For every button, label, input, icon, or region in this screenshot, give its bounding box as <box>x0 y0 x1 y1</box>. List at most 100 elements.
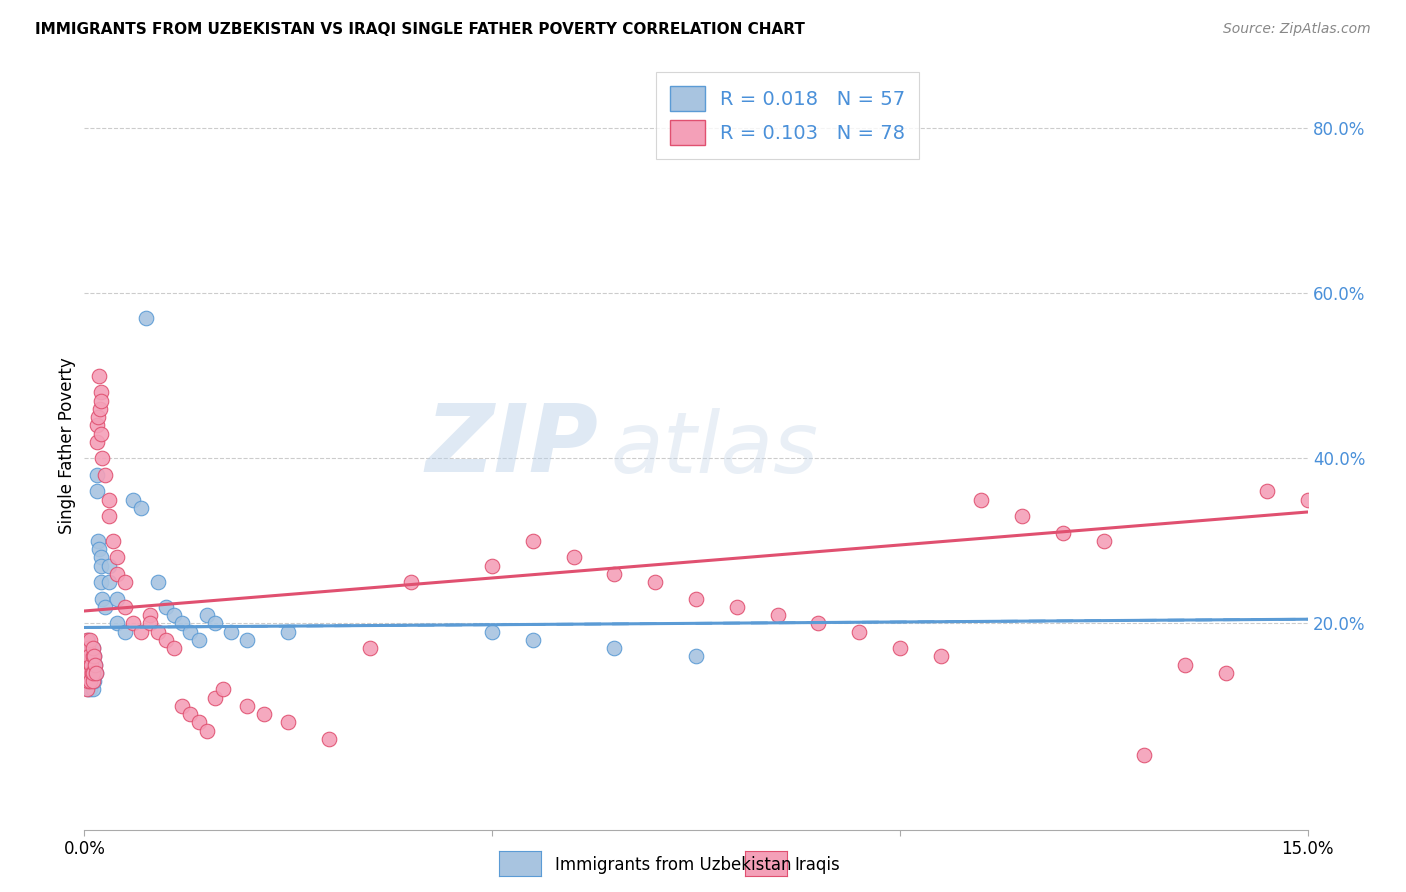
Point <box>83 649 105 664</box>
Text: Iraqis: Iraqis <box>794 856 841 874</box>
Point <box>84 665 107 680</box>
Point <box>277 715 299 730</box>
Point <box>685 591 707 606</box>
Point <box>1011 509 1033 524</box>
Point <box>80 665 103 680</box>
Point <box>889 641 911 656</box>
Point <box>122 492 145 507</box>
Point <box>1296 492 1319 507</box>
Point <box>481 558 503 573</box>
Point <box>76 632 98 647</box>
Point <box>97 509 120 524</box>
Point <box>80 674 103 689</box>
Text: IMMIGRANTS FROM UZBEKISTAN VS IRAQI SINGLE FATHER POVERTY CORRELATION CHART: IMMIGRANTS FROM UZBEKISTAN VS IRAQI SING… <box>35 22 806 37</box>
Point <box>105 616 128 631</box>
Point <box>155 632 177 647</box>
Point <box>79 682 101 697</box>
Point <box>114 575 136 590</box>
Point <box>163 608 186 623</box>
Point <box>90 385 112 400</box>
Y-axis label: Single Father Poverty: Single Father Poverty <box>58 358 76 534</box>
Point <box>75 665 97 680</box>
Point <box>76 674 98 689</box>
Point <box>79 674 101 689</box>
Point <box>138 616 160 631</box>
Point <box>204 690 226 705</box>
Point <box>146 624 169 639</box>
Point <box>97 558 120 573</box>
Point <box>90 393 112 408</box>
Point <box>76 649 98 664</box>
Point <box>236 632 259 647</box>
Point <box>131 624 153 639</box>
Point <box>522 632 544 647</box>
Point <box>97 492 120 507</box>
Point <box>318 731 340 746</box>
Point <box>75 665 97 680</box>
Point <box>77 657 100 672</box>
Point <box>89 401 111 416</box>
Point <box>1337 500 1360 515</box>
Point <box>87 542 110 557</box>
Point <box>77 649 100 664</box>
Point <box>603 566 626 581</box>
Text: ZIP: ZIP <box>425 400 598 492</box>
Point <box>86 467 108 482</box>
Point <box>77 657 100 672</box>
Point <box>82 665 104 680</box>
Point <box>114 624 136 639</box>
Point <box>77 649 100 664</box>
Point <box>82 682 104 697</box>
Text: Source: ZipAtlas.com: Source: ZipAtlas.com <box>1223 22 1371 37</box>
Point <box>187 715 209 730</box>
Point <box>970 492 993 507</box>
Point <box>86 434 108 449</box>
Point <box>1174 657 1197 672</box>
Point <box>929 649 952 664</box>
Point <box>80 657 103 672</box>
Point <box>277 624 299 639</box>
Point <box>163 641 186 656</box>
Point <box>219 624 242 639</box>
Point <box>90 426 112 441</box>
Point <box>83 674 105 689</box>
Point <box>146 575 169 590</box>
Point <box>481 624 503 639</box>
Point <box>253 707 276 722</box>
Point <box>87 410 110 425</box>
Point <box>82 665 104 680</box>
Point <box>236 698 259 713</box>
Point <box>82 674 104 689</box>
Point <box>105 566 128 581</box>
Point <box>76 682 98 697</box>
Point <box>101 533 124 548</box>
Point <box>76 641 98 656</box>
Point <box>562 550 585 565</box>
Point <box>84 657 107 672</box>
Point <box>105 591 128 606</box>
Point <box>77 665 100 680</box>
Point <box>86 418 108 433</box>
Point <box>83 649 105 664</box>
Point <box>76 649 98 664</box>
Point <box>122 616 145 631</box>
Point <box>807 616 830 631</box>
Point <box>172 616 194 631</box>
Text: atlas: atlas <box>610 409 818 491</box>
Point <box>172 698 194 713</box>
Point <box>87 368 110 383</box>
Point <box>685 649 707 664</box>
Point <box>77 632 100 647</box>
Point <box>77 674 100 689</box>
Point <box>76 674 98 689</box>
Point <box>359 641 381 656</box>
Point <box>82 674 104 689</box>
Point <box>80 649 103 664</box>
Point <box>91 591 114 606</box>
Point <box>80 657 103 672</box>
Point <box>766 608 789 623</box>
Point <box>79 641 101 656</box>
Point <box>82 649 104 664</box>
Point <box>135 311 157 326</box>
Point <box>848 624 870 639</box>
